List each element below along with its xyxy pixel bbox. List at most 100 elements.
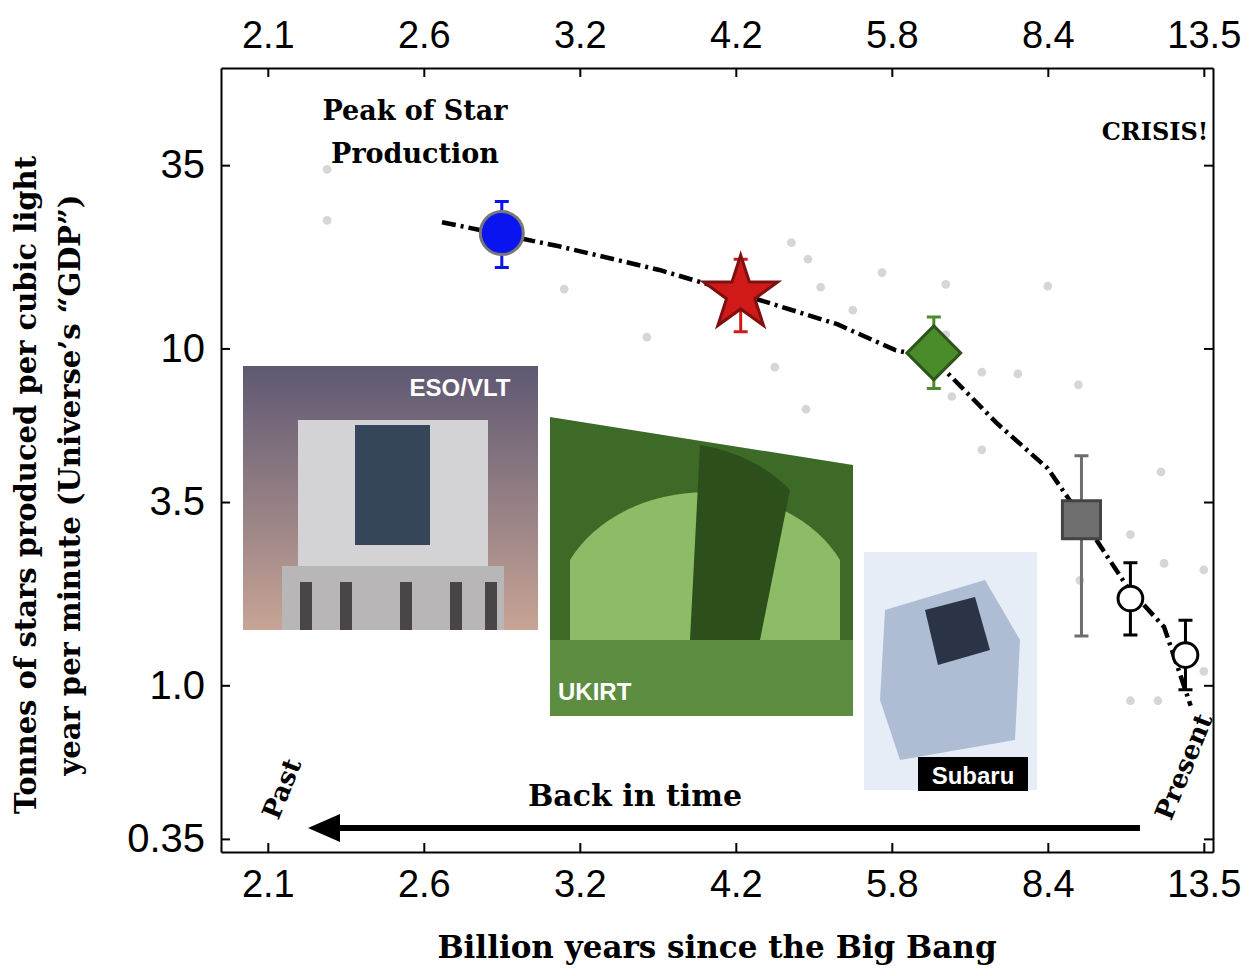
axis-line: [222, 68, 1214, 70]
axis-line: [221, 69, 223, 853]
tick-mark: [1204, 838, 1213, 840]
tick-mark: [267, 68, 269, 77]
tick-mark: [1204, 502, 1213, 504]
marker: [802, 405, 811, 414]
photo-shape: [690, 445, 790, 640]
marker: [977, 368, 986, 377]
tick-label: 10: [161, 326, 206, 370]
arrow: [335, 825, 1140, 831]
y-axis-title: Tonnes of stars produced per cubic light: [9, 155, 43, 814]
tick: 3.2: [554, 843, 607, 905]
marker: [804, 255, 813, 264]
tick-mark: [735, 843, 737, 852]
marker: [1160, 559, 1169, 568]
tick: 13.5: [1167, 843, 1241, 905]
axis: 2.1 2.6 3.2 4.2 5.8 8.4 13.5: [222, 843, 1242, 905]
tick-mark: [1047, 843, 1049, 852]
series-circle: [1118, 563, 1198, 690]
axis: 2.12.63.24.25.88.413.5: [222, 14, 1242, 77]
photo-shape: [450, 582, 462, 630]
tick-label: 8.4: [1022, 863, 1075, 905]
tick-label: 5.8: [866, 863, 919, 905]
marker: [848, 306, 857, 315]
tick-mark: [221, 685, 230, 687]
annotation: CRISIS!: [1102, 117, 1209, 146]
tick: [1204, 839, 1213, 840]
marker: [1157, 468, 1166, 477]
series-diamond: [907, 317, 961, 389]
y-axis-title: year per minute (Universe’s “GDP”): [53, 194, 87, 776]
photo-shape: [550, 640, 853, 716]
annotation: Production: [331, 138, 499, 169]
tick-label: 2.6: [398, 14, 451, 56]
tick-label: 3.2: [554, 14, 607, 56]
tick-mark: [1204, 685, 1213, 687]
photo-shape: [300, 582, 312, 630]
marker: [1126, 530, 1135, 539]
tick: [1204, 165, 1213, 166]
tick-mark: [735, 68, 737, 77]
tick-label: 4.2: [710, 14, 763, 56]
photo-shape: [355, 425, 430, 545]
marker: [816, 283, 825, 292]
tick: [1204, 348, 1213, 349]
tick: [1204, 685, 1213, 686]
marker: [560, 285, 569, 294]
tick-mark: [579, 843, 581, 852]
photo-shape: [282, 566, 504, 630]
marker: [878, 268, 887, 277]
photo-label-box: [918, 757, 1028, 791]
tick-mark: [1047, 68, 1049, 77]
marker: [907, 326, 961, 380]
tick: 5.8: [866, 843, 919, 905]
tick-mark: [891, 68, 893, 77]
photo-shape: [925, 597, 990, 665]
photo-shape: [340, 582, 352, 630]
tick-label: 3.5: [149, 479, 205, 523]
marker: [323, 216, 332, 225]
tick-mark: [221, 165, 230, 167]
marker: [1062, 501, 1100, 539]
tick-mark: [221, 348, 230, 350]
tick-mark: [221, 838, 230, 840]
tick-label: 2.1: [242, 863, 295, 905]
tick: 4.2: [710, 843, 763, 905]
photo-shape: [880, 580, 1020, 760]
photos: [243, 366, 1037, 790]
tick: 2.1: [242, 843, 295, 905]
tick: 13.5: [1167, 14, 1241, 77]
tick: 10: [161, 326, 231, 370]
tick-mark: [1203, 68, 1205, 77]
tick-label: 2.6: [398, 863, 451, 905]
chart-svg: 2.12.63.24.25.88.413.52.12.63.24.25.88.4…: [0, 0, 1258, 976]
tick-label: 2.1: [242, 14, 295, 56]
tick: 8.4: [1022, 843, 1075, 905]
tick-label: 13.5: [1167, 14, 1241, 56]
tick-label: 8.4: [1022, 14, 1075, 56]
tick-label: 13.5: [1167, 863, 1241, 905]
photo-label: ESO/VLT: [410, 374, 511, 401]
tick-mark: [579, 68, 581, 77]
marker: [941, 280, 950, 289]
photo-subaru: [864, 552, 1037, 790]
axis-line: [222, 852, 1214, 854]
annotation: Past: [256, 754, 307, 823]
marker: [1013, 370, 1022, 379]
marker: [1173, 643, 1198, 668]
marker: [1154, 696, 1163, 705]
marker: [1199, 566, 1208, 575]
photo-label: Subaru: [932, 762, 1015, 789]
marker: [1076, 576, 1085, 585]
tick: 2.6: [398, 843, 451, 905]
annotation: Back in time: [528, 778, 742, 813]
photo-shape: [485, 582, 497, 630]
marker: [1126, 696, 1135, 705]
marker: [480, 212, 523, 255]
photo-shape: [400, 582, 412, 630]
photo-label: UKIRT: [558, 678, 632, 705]
marker: [1118, 586, 1143, 611]
photo-shape: [298, 420, 488, 570]
axis: 0.351.03.51035: [127, 69, 230, 861]
marker: [1199, 667, 1208, 676]
tick: 2.6: [398, 14, 451, 77]
